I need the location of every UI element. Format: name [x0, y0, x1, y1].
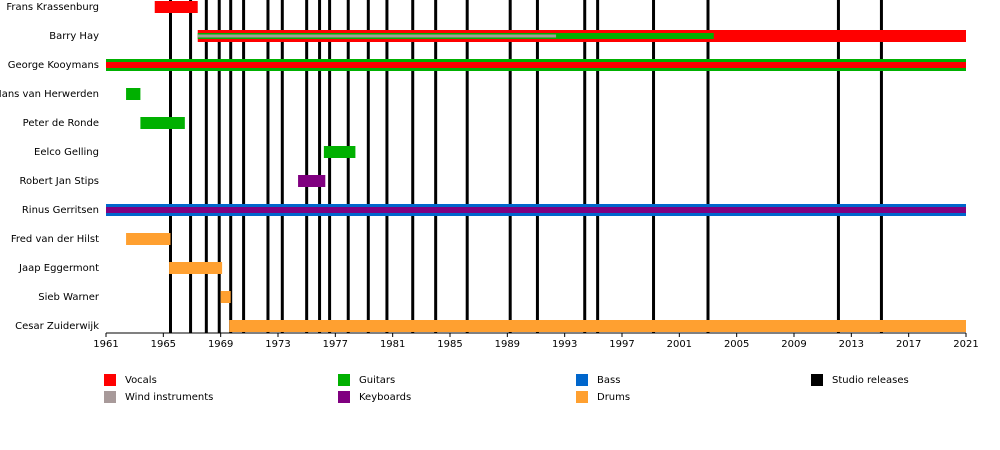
- x-tick-label: 1997: [609, 339, 634, 350]
- member-label: Frans Krassenburg: [6, 2, 99, 13]
- x-tick-label: 1985: [437, 339, 462, 350]
- x-tick-label: 2001: [667, 339, 692, 350]
- x-tick-label: 1989: [495, 339, 520, 350]
- x-tick-label: 1965: [151, 339, 176, 350]
- legend-label: Wind instruments: [125, 392, 213, 403]
- legend-swatch: [104, 374, 116, 386]
- legend-swatch: [576, 391, 588, 403]
- legend-swatch: [104, 391, 116, 403]
- role-bar: [140, 117, 185, 129]
- role-bar: [229, 320, 966, 332]
- member-label: Robert Jan Stips: [19, 176, 99, 187]
- x-tick-label: 2009: [781, 339, 806, 350]
- x-tick-label: 2005: [724, 339, 749, 350]
- x-tick-label: 1993: [552, 339, 577, 350]
- role-bar: [169, 262, 223, 274]
- legend-label: Bass: [597, 375, 620, 386]
- legend-swatch: [576, 374, 588, 386]
- role-bar: [106, 62, 966, 68]
- legend-swatch: [338, 374, 350, 386]
- x-tick-label: 1961: [93, 339, 118, 350]
- x-tick-label: 1973: [265, 339, 290, 350]
- member-label: Cesar Zuiderwijk: [15, 321, 99, 332]
- x-tick-label: 2013: [839, 339, 864, 350]
- x-tick-label: 2017: [896, 339, 921, 350]
- role-bar: [323, 146, 356, 158]
- role-bar: [126, 233, 171, 245]
- legend-label: Vocals: [125, 375, 157, 386]
- member-label: Jaap Eggermont: [18, 263, 99, 274]
- role-bar: [220, 291, 231, 303]
- member-label: Peter de Ronde: [23, 118, 99, 129]
- member-label: Hans van Herwerden: [0, 89, 99, 100]
- legend-label: Keyboards: [359, 392, 411, 403]
- x-tick-label: 1969: [208, 339, 233, 350]
- x-tick-label: 1977: [323, 339, 348, 350]
- role-bar: [154, 1, 198, 13]
- member-label: Fred van der Hilst: [11, 234, 99, 245]
- role-bar: [298, 175, 326, 187]
- legend-swatch: [338, 391, 350, 403]
- member-label: Eelco Gelling: [34, 147, 99, 158]
- role-bar: [197, 34, 557, 38]
- legend-label: Studio releases: [832, 375, 909, 386]
- role-bar: [106, 207, 966, 213]
- member-label: Rinus Gerritsen: [22, 205, 99, 216]
- member-label: George Kooymans: [8, 60, 99, 71]
- x-tick-label: 1981: [380, 339, 405, 350]
- role-bar: [126, 88, 141, 100]
- x-tick-label: 2021: [953, 339, 978, 350]
- legend-swatch: [811, 374, 823, 386]
- member-label: Barry Hay: [49, 31, 99, 42]
- member-label: Sieb Warner: [38, 292, 100, 303]
- legend-label: Guitars: [359, 375, 395, 386]
- legend-label: Drums: [597, 392, 630, 403]
